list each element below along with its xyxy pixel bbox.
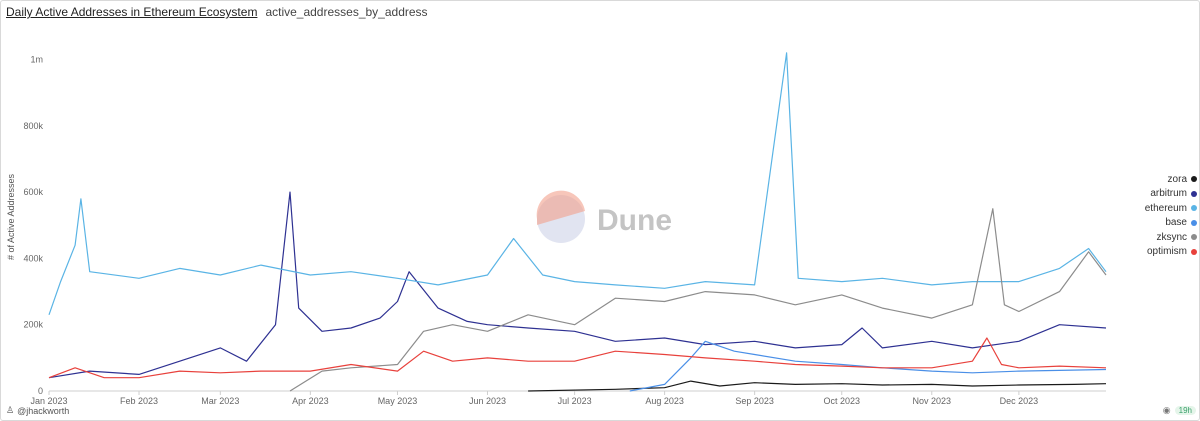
- legend-label: zksync: [1156, 231, 1187, 243]
- y-tick-label: 0: [38, 386, 43, 396]
- x-tick-label: Oct 2023: [823, 396, 860, 406]
- legend-item-base[interactable]: base: [1145, 216, 1197, 231]
- legend-item-arbitrum[interactable]: arbitrum: [1145, 187, 1197, 202]
- y-tick-label: 400k: [23, 253, 43, 263]
- y-axis-label: # of Active Addresses: [6, 173, 16, 260]
- legend-swatch: [1191, 205, 1197, 212]
- legend-label: arbitrum: [1150, 188, 1187, 200]
- user-icon: ♙: [6, 405, 15, 415]
- series-line-base: [629, 340, 1107, 392]
- series-line-optimism: [48, 337, 1107, 379]
- legend-swatch: [1191, 248, 1197, 255]
- y-tick-label: 200k: [23, 320, 43, 330]
- x-tick-label: Jun 2023: [469, 396, 506, 406]
- chart-legend: zora arbitrum ethereum base zksync optimism: [1145, 172, 1197, 259]
- series-line-zksync: [289, 208, 1107, 392]
- x-tick-label: Aug 2023: [645, 396, 684, 406]
- series-line-arbitrum: [48, 191, 1107, 379]
- footer-meta: ◉ 19h: [1163, 405, 1196, 416]
- camera-icon[interactable]: ◉: [1162, 405, 1171, 415]
- x-tick-label: Dec 2023: [1000, 396, 1039, 406]
- legend-item-zksync[interactable]: zksync: [1145, 230, 1197, 245]
- legend-swatch: [1191, 176, 1197, 183]
- x-tick-label: Feb 2023: [120, 396, 158, 406]
- x-tick-label: Apr 2023: [292, 396, 329, 406]
- author-name: @jhackworth: [17, 405, 70, 416]
- x-tick-label: Jan 2023: [30, 396, 67, 406]
- series-line-zora: [528, 380, 1107, 392]
- y-tick-label: 800k: [23, 121, 43, 131]
- query-name: active_addresses_by_address: [265, 5, 428, 19]
- age-badge: 19h: [1174, 406, 1196, 415]
- chart-header: Daily Active Addresses in Ethereum Ecosy…: [6, 5, 428, 19]
- legend-item-optimism[interactable]: optimism: [1145, 245, 1197, 260]
- x-tick-label: Nov 2023: [913, 396, 952, 406]
- y-tick-label: 600k: [23, 187, 43, 197]
- watermark-text: Dune: [597, 204, 672, 237]
- author-credit[interactable]: ♙ @jhackworth: [6, 405, 69, 416]
- x-tick-label: May 2023: [378, 396, 418, 406]
- x-tick-label: Sep 2023: [735, 396, 774, 406]
- y-tick-label: 1m: [30, 55, 43, 65]
- x-tick-label: Jul 2023: [558, 396, 592, 406]
- legend-item-zora[interactable]: zora: [1145, 172, 1197, 187]
- legend-label: optimism: [1146, 246, 1187, 258]
- legend-swatch: [1191, 219, 1197, 226]
- legend-label: base: [1165, 217, 1187, 229]
- x-tick-label: Mar 2023: [201, 396, 239, 406]
- series-line-ethereum: [48, 52, 1107, 315]
- legend-swatch: [1191, 190, 1197, 197]
- dune-logo-accent: [536, 190, 585, 225]
- legend-label: zora: [1167, 173, 1187, 185]
- legend-label: ethereum: [1144, 202, 1187, 214]
- legend-item-ethereum[interactable]: ethereum: [1145, 201, 1197, 216]
- chart-title-link[interactable]: Daily Active Addresses in Ethereum Ecosy…: [6, 5, 258, 19]
- legend-swatch: [1191, 234, 1197, 241]
